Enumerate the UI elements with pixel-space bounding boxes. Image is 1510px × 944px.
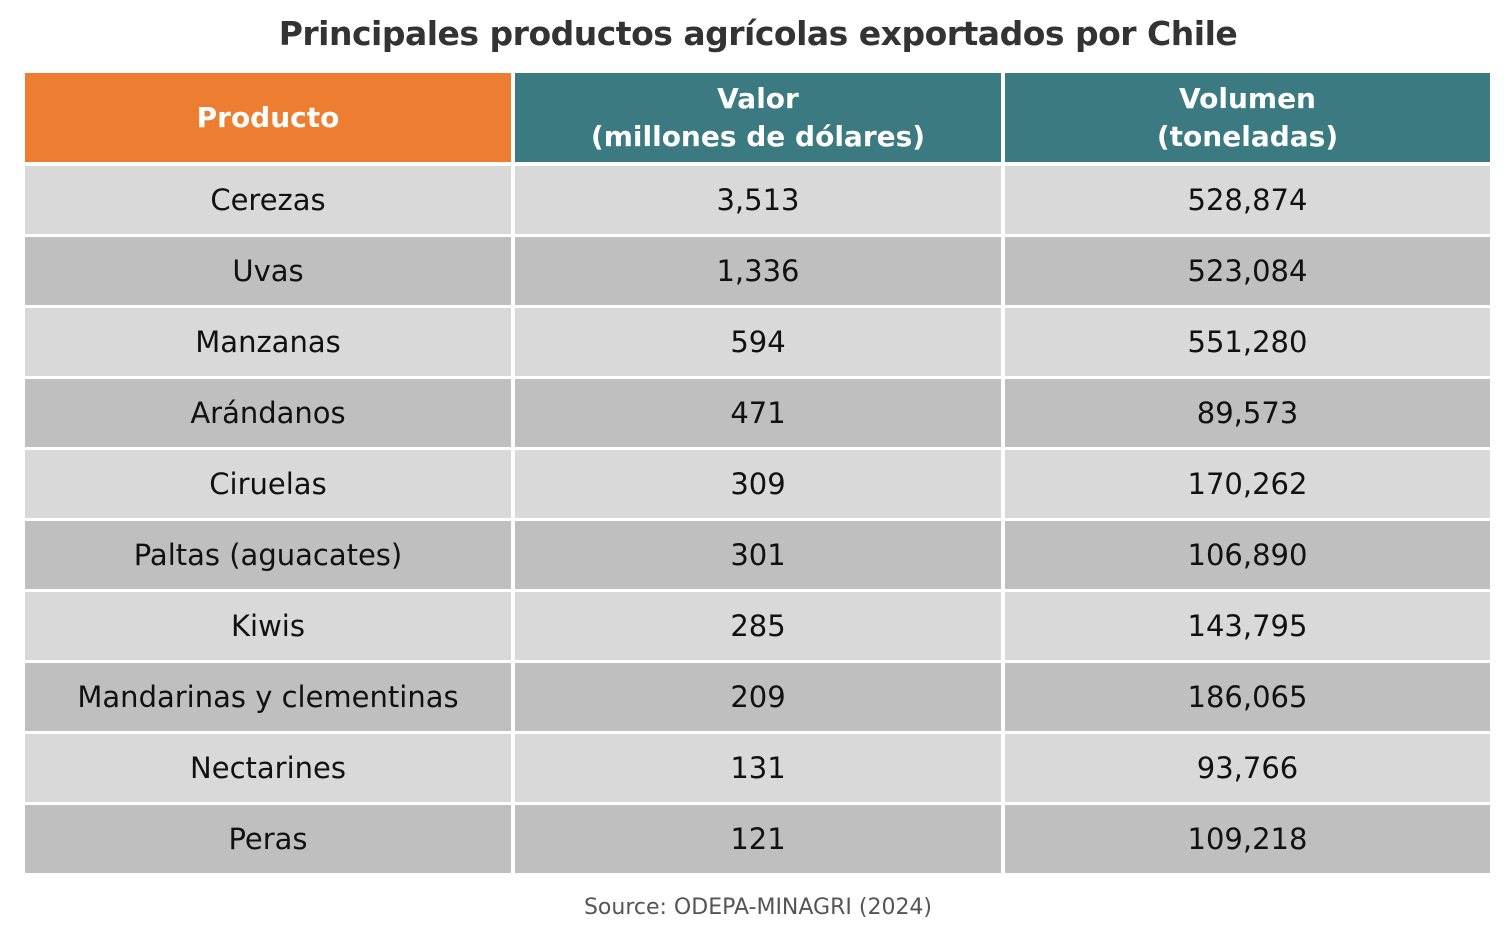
table-cell: Kiwis xyxy=(25,592,511,660)
table-cell: 170,262 xyxy=(1005,450,1490,518)
table-cell: Uvas xyxy=(25,237,511,305)
table-cell: 143,795 xyxy=(1005,592,1490,660)
table-cell: 301 xyxy=(515,521,1001,589)
table-cell: Cerezas xyxy=(25,166,511,234)
table-cell: Paltas (aguacates) xyxy=(25,521,511,589)
table-cell: 209 xyxy=(515,663,1001,731)
table-cell: 3,513 xyxy=(515,166,1001,234)
header-cell: Valor (millones de dólares) xyxy=(515,73,1001,162)
table-cell: 528,874 xyxy=(1005,166,1490,234)
table-cell: Nectarines xyxy=(25,734,511,802)
table-cell: 309 xyxy=(515,450,1001,518)
table-cell: 106,890 xyxy=(1005,521,1490,589)
source: Source: ODEPA-MINAGRI (2024) xyxy=(583,895,933,920)
table-cell: 89,573 xyxy=(1005,379,1490,447)
table-cell: 471 xyxy=(515,379,1001,447)
table-cell: Ciruelas xyxy=(25,450,511,518)
table-cell: 186,065 xyxy=(1005,663,1490,731)
table-cell: 523,084 xyxy=(1005,237,1490,305)
table-cell: 93,766 xyxy=(1005,734,1490,802)
table-cell: Arándanos xyxy=(25,379,511,447)
header-text: (millones de dólares) xyxy=(590,119,926,153)
table-cell: Manzanas xyxy=(25,308,511,376)
header-text: Volumen xyxy=(1178,81,1316,115)
table-cell: 1,336 xyxy=(515,237,1001,305)
table-cell: Mandarinas y clementinas xyxy=(25,663,511,731)
title: Principales productos agrícolas exportad… xyxy=(278,14,1238,53)
table-cell: 131 xyxy=(515,734,1001,802)
header-cell: Producto xyxy=(25,73,511,162)
table-cell: 121 xyxy=(515,805,1001,873)
header-cell: Volumen (toneladas) xyxy=(1005,73,1490,162)
table: Producto Valor (millones de dólares) Volume… xyxy=(25,73,1490,873)
table-cell: 109,218 xyxy=(1005,805,1490,873)
header-text: Valor xyxy=(717,81,799,115)
table-cell: 285 xyxy=(515,592,1001,660)
header-text: (toneladas) xyxy=(1156,119,1339,153)
table-cell: Peras xyxy=(25,805,511,873)
header-text: Producto xyxy=(196,100,340,134)
table-cell: 551,280 xyxy=(1005,308,1490,376)
table-cell: 594 xyxy=(515,308,1001,376)
